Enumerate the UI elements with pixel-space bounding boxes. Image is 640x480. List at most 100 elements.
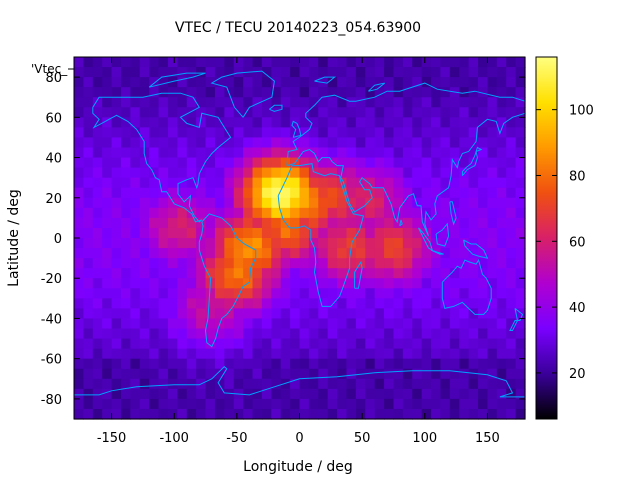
heatmap-cell — [506, 227, 517, 239]
heatmap-cell — [337, 107, 348, 118]
heatmap-cell — [167, 308, 178, 320]
heatmap-cell — [402, 177, 413, 189]
heatmap-cell — [177, 308, 188, 320]
heatmap-cell — [440, 227, 451, 239]
x-tick-label: 50 — [354, 431, 371, 446]
heatmap-cell — [449, 318, 460, 330]
heatmap-cell — [130, 187, 141, 199]
heatmap-cell — [449, 398, 460, 410]
heatmap-cell — [506, 278, 517, 289]
heatmap-cell — [515, 197, 526, 209]
heatmap-cell — [487, 227, 498, 239]
heatmap-cell — [261, 207, 272, 219]
heatmap-cell — [327, 167, 338, 179]
heatmap-cell — [271, 197, 282, 209]
heatmap-cell — [449, 127, 460, 139]
heatmap-cell — [487, 378, 498, 390]
heatmap-cell — [459, 318, 470, 330]
heatmap-cell — [487, 187, 498, 199]
heatmap-cell — [120, 157, 131, 169]
heatmap-cell — [290, 308, 301, 320]
heatmap-cell — [290, 187, 301, 199]
heatmap-cell — [459, 258, 470, 269]
heatmap-cell — [374, 338, 385, 350]
heatmap-cell — [205, 288, 216, 299]
heatmap-cell — [177, 318, 188, 330]
heatmap-cell — [167, 187, 178, 199]
heatmap-cell — [384, 67, 395, 78]
heatmap-cell — [167, 167, 178, 179]
heatmap-cell — [252, 368, 263, 380]
heatmap-cell — [402, 278, 413, 289]
heatmap-cell — [327, 187, 338, 199]
heatmap-cell — [468, 378, 479, 390]
heatmap-cell — [290, 318, 301, 330]
heatmap-cell — [327, 217, 338, 229]
colorbar — [535, 56, 558, 420]
heatmap-cell — [440, 197, 451, 209]
heatmap-cell — [92, 87, 103, 98]
heatmap-cell — [308, 248, 319, 259]
heatmap-cell — [83, 177, 94, 189]
heatmap-cell — [120, 348, 131, 360]
heatmap-cell — [205, 298, 216, 309]
heatmap-cell — [83, 378, 94, 390]
heatmap-cell — [384, 248, 395, 259]
heatmap-cell — [365, 147, 376, 159]
heatmap-cell — [120, 97, 131, 108]
heatmap-cell — [318, 248, 329, 259]
heatmap-cell — [459, 288, 470, 299]
heatmap-cell — [205, 358, 216, 370]
heatmap-cell — [393, 348, 404, 360]
heatmap-cell — [252, 137, 263, 149]
heatmap-cell — [440, 308, 451, 320]
heatmap-cell — [393, 197, 404, 209]
heatmap-cell — [120, 268, 131, 279]
heatmap-cell — [449, 197, 460, 209]
heatmap-cell — [177, 258, 188, 269]
heatmap-cell — [252, 388, 263, 400]
heatmap-cell — [177, 87, 188, 98]
heatmap-cell — [233, 298, 244, 309]
heatmap-cell — [224, 308, 235, 320]
heatmap-cell — [459, 328, 470, 340]
heatmap-cell — [74, 378, 84, 390]
heatmap-cell — [243, 127, 254, 139]
heatmap-cell — [384, 268, 395, 279]
heatmap-cell — [130, 378, 141, 390]
heatmap-cell — [337, 268, 348, 279]
heatmap-cell — [74, 398, 84, 410]
heatmap-cell — [130, 207, 141, 219]
heatmap-cell — [299, 57, 310, 68]
heatmap-cell — [327, 227, 338, 239]
heatmap-cell — [290, 268, 301, 279]
heatmap-cell — [393, 137, 404, 149]
heatmap-cell — [167, 77, 178, 88]
heatmap-cell — [233, 97, 244, 108]
heatmap-cell — [111, 248, 122, 259]
heatmap-cell — [496, 368, 507, 380]
heatmap-cell — [92, 57, 103, 68]
heatmap-cell — [384, 408, 395, 420]
heatmap-cell — [177, 248, 188, 259]
heatmap-cell — [346, 308, 357, 320]
heatmap-cell — [393, 258, 404, 269]
heatmap-cell — [233, 348, 244, 360]
heatmap-cell — [196, 318, 207, 330]
heatmap-cell — [412, 298, 423, 309]
heatmap-cell — [402, 318, 413, 330]
heatmap-cell — [120, 338, 131, 350]
heatmap-cell — [271, 207, 282, 219]
heatmap-cell — [102, 398, 113, 410]
heatmap-cell — [421, 268, 432, 279]
heatmap-cell — [468, 57, 479, 68]
heatmap-cell — [515, 378, 526, 390]
heatmap-cell — [308, 87, 319, 98]
heatmap-cell — [318, 408, 329, 420]
heatmap-cell — [487, 398, 498, 410]
heatmap-cell — [167, 127, 178, 139]
heatmap-cell — [318, 308, 329, 320]
heatmap-cell — [496, 318, 507, 330]
heatmap-cell — [224, 358, 235, 370]
coastline-path — [210, 70, 275, 118]
